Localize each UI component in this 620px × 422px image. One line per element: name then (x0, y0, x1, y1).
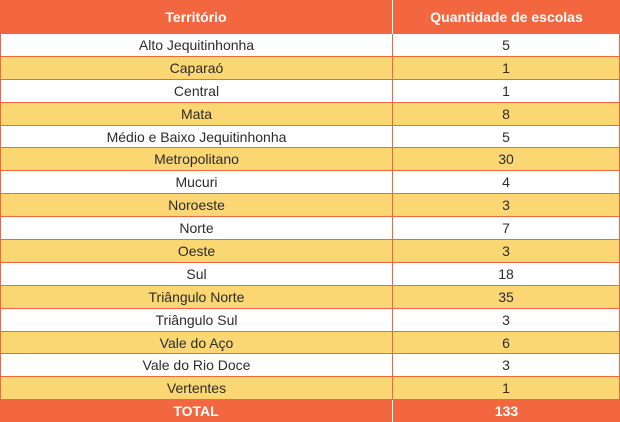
table-body: Alto Jequitinhonha 5 Caparaó 1 Central 1 Mata 8… (0, 34, 620, 401)
school-count-cell: 5 (393, 125, 620, 148)
table-row: Central 1 (0, 79, 620, 103)
school-count-cell: 6 (393, 331, 620, 354)
school-count-cell: 4 (393, 171, 620, 194)
table-row: Triângulo Norte 35 (0, 285, 620, 309)
territory-cell: Vertentes (0, 377, 393, 400)
table-row: Alto Jequitinhonha 5 (0, 34, 620, 57)
table-row: Metropolitano 30 (0, 148, 620, 172)
table-header-row: Território Quantidade de escolas (0, 0, 620, 34)
territory-cell: Noroeste (0, 194, 393, 217)
table-row: Médio e Baixo Jequitinhonha 5 (0, 125, 620, 149)
territory-cell: Triângulo Sul (0, 308, 393, 331)
territory-cell: Mucuri (0, 171, 393, 194)
school-count-cell: 1 (393, 79, 620, 102)
table-row: Norte 7 (0, 217, 620, 241)
territory-cell: Vale do Aço (0, 331, 393, 354)
total-label: TOTAL (0, 400, 393, 422)
school-count-cell: 5 (393, 34, 620, 56)
school-count-cell: 3 (393, 308, 620, 331)
school-count-cell: 3 (393, 194, 620, 217)
school-count-cell: 7 (393, 217, 620, 240)
territory-cell: Oeste (0, 240, 393, 262)
header-territory: Território (0, 0, 393, 34)
table-row: Vertentes 1 (0, 377, 620, 401)
total-value: 133 (494, 403, 519, 420)
table-row: Sul 18 (0, 262, 620, 286)
school-count-cell: 8 (393, 102, 620, 125)
territory-cell: Mata (0, 102, 393, 125)
school-count-cell: 1 (393, 56, 620, 79)
table-row: Noroeste 3 (0, 194, 620, 218)
school-count-cell: 3 (393, 354, 620, 377)
school-count-cell: 30 (393, 148, 620, 171)
table-row: Vale do Rio Doce 3 (0, 354, 620, 378)
territory-cell: Central (0, 79, 393, 102)
school-count-cell: 18 (393, 262, 620, 285)
table-total-row: TOTAL 133 (0, 400, 620, 422)
table-row: Oeste 3 (0, 240, 620, 263)
territory-cell: Alto Jequitinhonha (0, 34, 393, 56)
territory-cell: Vale do Rio Doce (0, 354, 393, 377)
table-row: Caparaó 1 (0, 56, 620, 80)
table-row: Vale do Aço 6 (0, 331, 620, 355)
table-row: Mata 8 (0, 102, 620, 126)
territory-cell: Metropolitano (0, 148, 393, 171)
territory-cell: Triângulo Norte (0, 285, 393, 308)
territory-cell: Sul (0, 262, 393, 285)
header-school-count: Quantidade de escolas (430, 9, 583, 25)
table-row: Triângulo Sul 3 (0, 308, 620, 332)
territory-cell: Caparaó (0, 56, 393, 79)
table-row: Mucuri 4 (0, 171, 620, 195)
school-count-cell: 1 (393, 377, 620, 400)
school-count-cell: 35 (393, 285, 620, 308)
territory-cell: Médio e Baixo Jequitinhonha (0, 125, 393, 148)
territory-cell: Norte (0, 217, 393, 240)
school-count-cell: 3 (393, 240, 620, 262)
